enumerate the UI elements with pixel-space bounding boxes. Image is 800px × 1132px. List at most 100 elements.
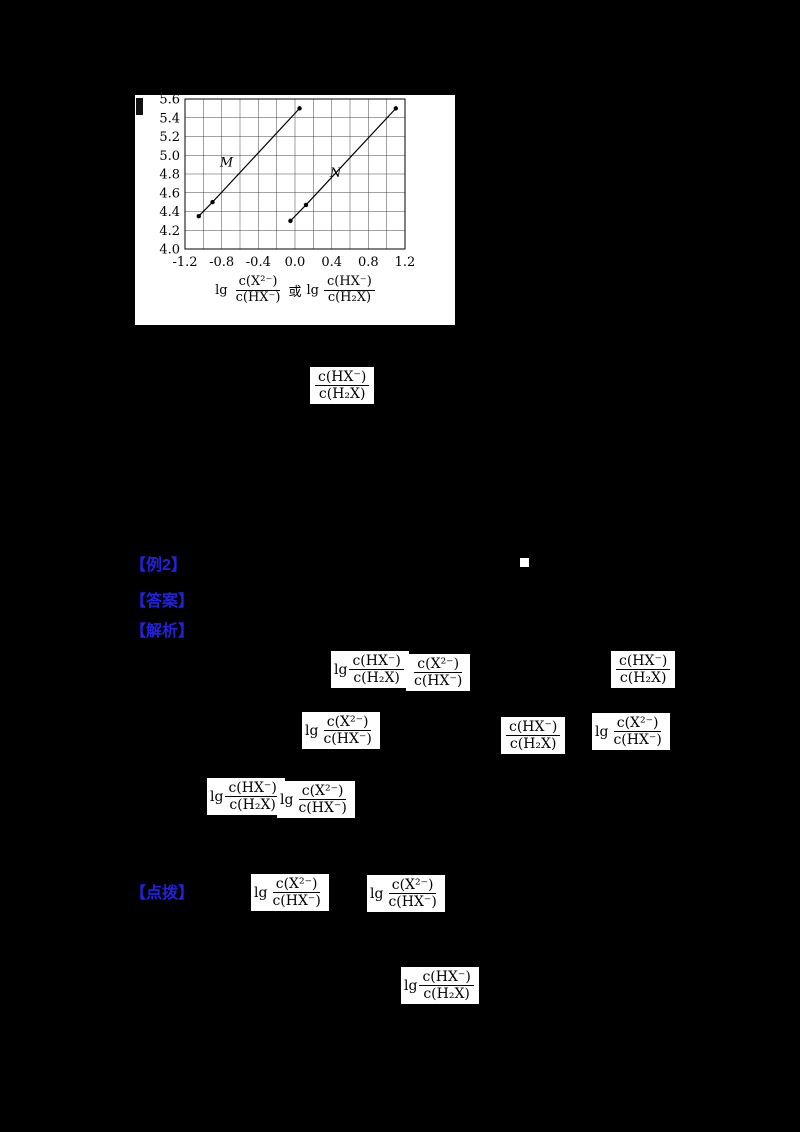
x-tick-label: -0.4: [246, 255, 271, 270]
x-tick-label: 0.8: [358, 255, 379, 270]
x-axis-title: lg c(X²⁻) c(HX⁻) 或 lg c(HX⁻) c(H₂X): [135, 274, 455, 306]
fraction-denominator: c(H₂X): [509, 736, 557, 753]
fraction: c(HX⁻) c(H₂X): [506, 719, 561, 753]
fraction-numerator: c(HX⁻): [506, 719, 561, 737]
fraction-denominator: c(H₂X): [423, 986, 470, 1003]
math-fraction-chip: c(X²⁻) c(HX⁻): [406, 654, 471, 692]
fraction-numerator: c(X²⁻): [388, 877, 437, 895]
data-point: [288, 218, 293, 224]
fraction: c(HX⁻) c(H₂X): [419, 969, 474, 1003]
math-fraction-chip: lg c(HX⁻) c(H₂X): [331, 651, 409, 689]
y-tick-label: 4.8: [159, 168, 180, 183]
math-fraction-chip: lg c(HX⁻) c(H₂X): [401, 967, 479, 1005]
fraction-denominator: c(HX⁻): [272, 893, 321, 910]
fraction-numerator: c(HX⁻): [616, 653, 671, 671]
answer-label: 【答案】: [130, 593, 195, 610]
x-axis-title-lg1: lg: [215, 282, 228, 298]
fraction-numerator: c(HX⁻): [349, 653, 404, 671]
chart-svg: 4.0 4.2 4.4 4.6 4.8 5.0 5.2 5.4 5.6 -1.2 -0.8 -0.4 0…: [159, 93, 416, 271]
fraction-numerator: c(X²⁻): [414, 656, 463, 674]
x-axis-title-fraction-1: c(X²⁻) c(HX⁻): [233, 274, 284, 306]
fraction-prefix: lg: [370, 885, 384, 902]
fraction-denominator: c(HX⁻): [414, 673, 463, 690]
fraction-numerator: c(X²⁻): [272, 876, 321, 894]
fraction-numerator: c(X²⁻): [323, 714, 372, 732]
math-fraction-chip: lg c(X²⁻) c(HX⁻): [592, 713, 670, 751]
example-label: 【例2】: [130, 557, 187, 574]
math-fraction-chip: lg c(HX⁻) c(H₂X): [207, 778, 285, 816]
y-tick-label: 4.0: [159, 243, 180, 258]
fraction-prefix: lg: [334, 661, 348, 678]
x-tick-label: 0.4: [321, 255, 342, 270]
chart-line-M: [198, 107, 301, 217]
fraction-denominator: c(HX⁻): [298, 800, 347, 817]
y-tick-label: 4.2: [159, 224, 180, 239]
fraction: c(X²⁻) c(HX⁻): [610, 715, 664, 748]
fraction-numerator: c(HX⁻): [225, 780, 280, 798]
x-tick-label: 1.2: [395, 255, 416, 270]
math-fraction-chip: lg c(X²⁻) c(HX⁻): [251, 874, 329, 912]
x-axis-title-fraction-2: c(HX⁻) c(H₂X): [323, 274, 375, 306]
y-tick-label: 5.4: [159, 111, 180, 126]
fraction-denominator: c(H₂X): [619, 670, 667, 687]
blank-placeholder: [520, 558, 529, 567]
data-point: [210, 199, 215, 205]
data-point: [297, 106, 302, 111]
math-fraction-chip: c(HX⁻) c(H₂X): [611, 651, 676, 689]
tip-label: 【点拨】: [130, 885, 195, 902]
fraction-prefix: lg: [595, 723, 609, 740]
chart-image: 4.0 4.2 4.4 4.6 4.8 5.0 5.2 5.4 5.6 -1.2 -0.8 -0.4 0…: [135, 93, 455, 325]
fraction-numerator: c(X²⁻): [298, 783, 347, 801]
y-tick-label: 4.6: [159, 186, 180, 201]
fraction-denominator: c(H₂X): [229, 797, 276, 814]
x-axis-title-lg2: lg: [306, 282, 319, 298]
fraction-denominator: c(HX⁻): [388, 894, 437, 911]
fraction: c(X²⁻) c(HX⁻): [320, 714, 374, 747]
fraction-prefix: lg: [254, 884, 268, 901]
math-fraction-chip: lg c(X²⁻) c(HX⁻): [302, 712, 380, 750]
fraction-denominator: c(H₂X): [318, 386, 366, 403]
series-label-N: N: [329, 166, 342, 181]
fraction-denominator: c(HX⁻): [235, 289, 281, 305]
x-tick-label: 0.0: [285, 255, 306, 270]
data-point: [393, 106, 399, 111]
fraction: c(HX⁻) c(H₂X): [225, 780, 280, 814]
data-point: [303, 202, 309, 208]
fraction-denominator: c(H₂X): [353, 670, 400, 687]
fraction: c(X²⁻) c(HX⁻): [269, 876, 323, 909]
x-axis-title-or: 或: [288, 284, 302, 300]
analysis-label: 【解析】: [130, 623, 195, 640]
series-label-M: M: [219, 156, 234, 171]
y-axis-label-stub: [136, 98, 143, 115]
fraction-numerator: c(X²⁻): [235, 274, 281, 291]
math-fraction-chip: c(HX⁻) c(H₂X): [501, 717, 566, 755]
fraction: c(HX⁻) c(H₂X): [315, 369, 370, 403]
x-tick-label: -1.2: [172, 255, 197, 270]
math-fraction-chip: c(HX⁻) c(H₂X): [310, 367, 375, 405]
fraction-prefix: lg: [404, 977, 418, 994]
fraction-denominator: c(HX⁻): [323, 731, 372, 748]
fraction: c(X²⁻) c(HX⁻): [385, 877, 439, 910]
fraction-numerator: c(X²⁻): [613, 715, 662, 733]
data-point: [196, 213, 201, 219]
y-tick-label: 4.4: [159, 205, 180, 220]
fraction-denominator: c(HX⁻): [613, 732, 662, 749]
fraction: c(X²⁻) c(HX⁻): [295, 783, 349, 816]
chart-plot-area: 4.0 4.2 4.4 4.6 4.8 5.0 5.2 5.4 5.6 -1.2 -0.8 -0.4 0…: [135, 93, 455, 277]
fraction-numerator: c(HX⁻): [419, 969, 474, 987]
fraction: c(HX⁻) c(H₂X): [349, 653, 404, 687]
math-fraction-chip: lg c(X²⁻) c(HX⁻): [277, 781, 355, 819]
math-fraction-chip: lg c(X²⁻) c(HX⁻): [367, 875, 445, 913]
fraction: c(HX⁻) c(H₂X): [616, 653, 671, 687]
y-tick-label: 5.0: [159, 149, 180, 164]
y-tick-label: 5.6: [159, 95, 180, 108]
x-tick-label: -0.8: [209, 255, 234, 270]
y-tick-label: 5.2: [159, 130, 180, 145]
fraction-prefix: lg: [210, 788, 224, 805]
fraction: c(X²⁻) c(HX⁻): [411, 656, 465, 689]
fraction-numerator: c(HX⁻): [323, 274, 375, 291]
fraction-prefix: lg: [280, 791, 294, 808]
fraction-denominator: c(H₂X): [327, 289, 372, 305]
fraction-numerator: c(HX⁻): [315, 369, 370, 387]
